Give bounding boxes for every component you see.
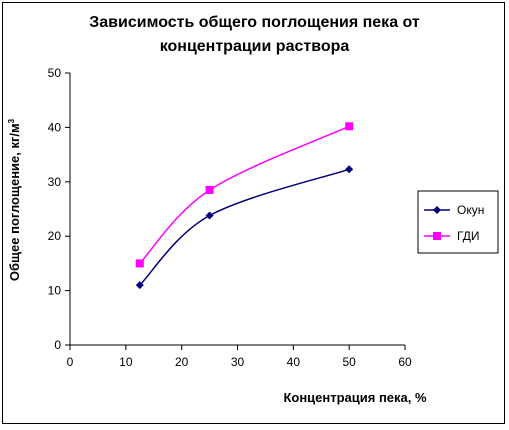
y-axis-label-superscript: 3	[7, 118, 16, 123]
x-tick-label: 30	[231, 355, 245, 369]
y-axis-label-text: Общее поглощение, кг/м	[7, 123, 22, 281]
data-point-series-1	[135, 259, 144, 268]
x-axis-label: Концентрация пека, %	[283, 390, 427, 405]
data-point-series-0	[205, 211, 214, 220]
legend-label-1: ГДИ	[457, 229, 479, 243]
y-tick-label: 10	[48, 284, 62, 298]
data-point-series-1	[345, 122, 354, 131]
x-tick-label: 20	[175, 355, 189, 369]
legend-marker-1	[433, 232, 441, 240]
x-tick-label: 50	[342, 355, 356, 369]
x-tick-label: 60	[398, 355, 412, 369]
legend-box	[417, 190, 499, 254]
plot-area: 0 10 20 30 40 50 0 10 20 30 40 50 60	[48, 66, 412, 369]
x-tick-label: 0	[67, 355, 74, 369]
chart-title-line-2: концентрации раствора	[159, 38, 350, 55]
legend: Окун ГДИ	[417, 190, 499, 254]
x-tick-label: 10	[119, 355, 133, 369]
data-point-series-0	[135, 281, 144, 290]
x-tick-label: 40	[287, 355, 301, 369]
data-point-series-1	[205, 185, 214, 194]
data-point-series-0	[345, 165, 354, 174]
y-axis-label: Общее поглощение, кг/м3	[7, 118, 22, 281]
series-line-1	[139, 125, 350, 264]
chart-title-line-1: Зависимость общего поглощения пека от	[89, 14, 420, 31]
y-tick-label: 20	[48, 229, 62, 243]
y-tick-label: 30	[48, 175, 62, 189]
legend-marker-0	[433, 206, 441, 214]
y-tick-label: 0	[54, 338, 61, 352]
y-tick-label: 50	[48, 66, 62, 80]
y-tick-label: 40	[48, 120, 62, 134]
legend-label-0: Окун	[457, 203, 484, 217]
series-line-0	[139, 168, 350, 286]
